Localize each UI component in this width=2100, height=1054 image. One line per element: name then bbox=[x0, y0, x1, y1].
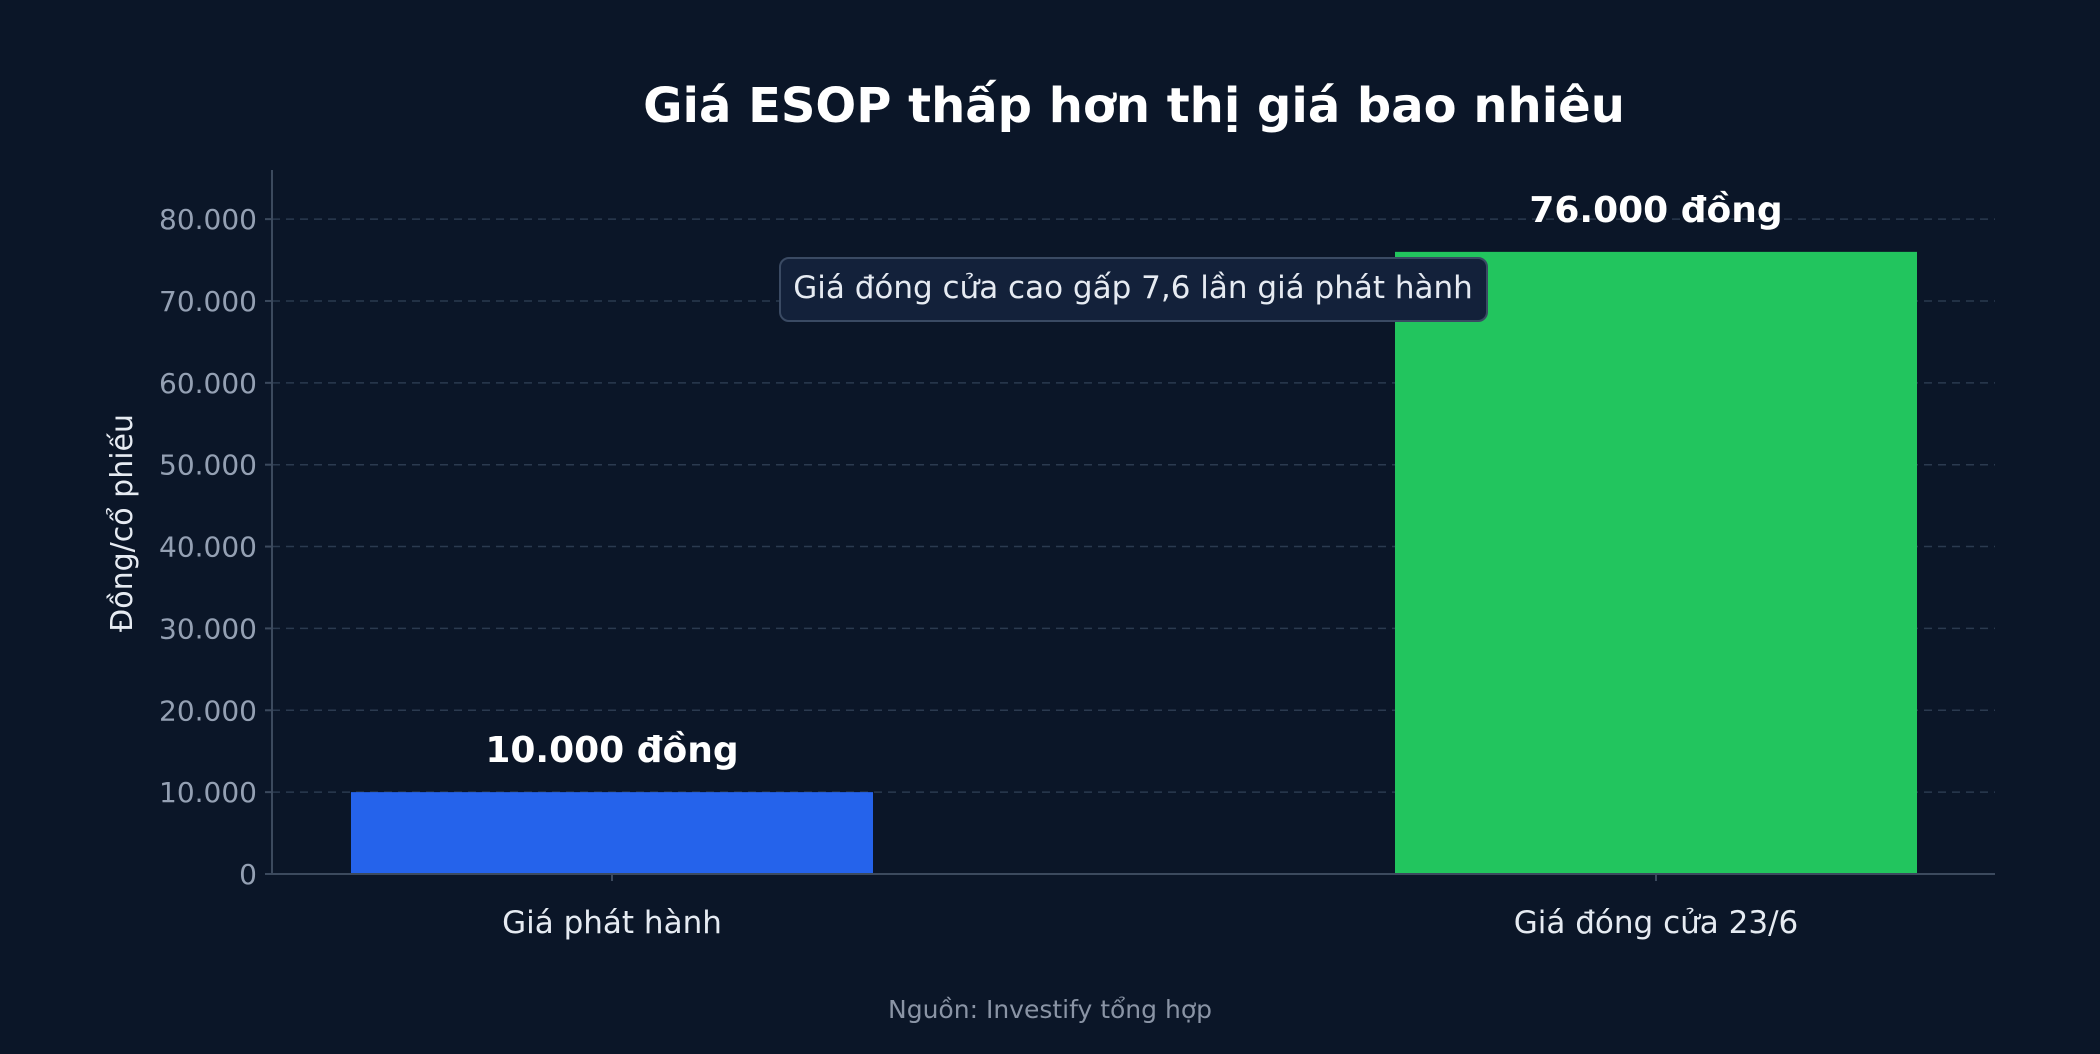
bar bbox=[351, 792, 873, 874]
x-tick-label: Giá đóng cửa 23/6 bbox=[1514, 905, 1798, 941]
annotation-text: Giá đóng cửa cao gấp 7,6 lần giá phát hà… bbox=[793, 270, 1473, 306]
axes bbox=[271, 170, 1995, 875]
y-tick-label: 70.000 bbox=[159, 285, 257, 318]
x-ticks: Giá phát hành Giá đóng cửa 23/6 bbox=[502, 874, 1798, 941]
y-tick-label: 50.000 bbox=[159, 449, 257, 482]
source-note: Nguồn: Investify tổng hợp bbox=[888, 995, 1212, 1024]
y-ticks: 0 10.000 20.000 30.000 40.000 50.000 60.000 70.… bbox=[159, 203, 272, 891]
data-label: 76.000 đồng bbox=[1529, 190, 1782, 231]
y-tick-label: 20.000 bbox=[159, 694, 257, 727]
gridlines bbox=[272, 218, 1995, 793]
y-tick-label: 40.000 bbox=[159, 531, 257, 564]
data-label: 10.000 đồng bbox=[485, 730, 738, 771]
annotation-box bbox=[779, 257, 1488, 322]
bars bbox=[351, 251, 1917, 874]
x-tick-label: Giá phát hành bbox=[502, 905, 722, 941]
annotation: Giá đóng cửa cao gấp 7,6 lần giá phát hà… bbox=[779, 257, 1488, 322]
y-tick-label: 30.000 bbox=[159, 612, 257, 645]
y-tick-label: 10.000 bbox=[159, 776, 257, 809]
y-tick-label: 60.000 bbox=[159, 367, 257, 400]
y-tick-label: 0 bbox=[239, 858, 257, 891]
y-axis-label: Đồng/cổ phiếu bbox=[104, 414, 140, 632]
data-labels: 10.000 đồng 76.000 đồng bbox=[485, 190, 1782, 771]
y-tick-label: 80.000 bbox=[159, 203, 257, 236]
bar bbox=[1395, 251, 1917, 874]
chart-title: Giá ESOP thấp hơn thị giá bao nhiêu bbox=[643, 78, 1625, 134]
